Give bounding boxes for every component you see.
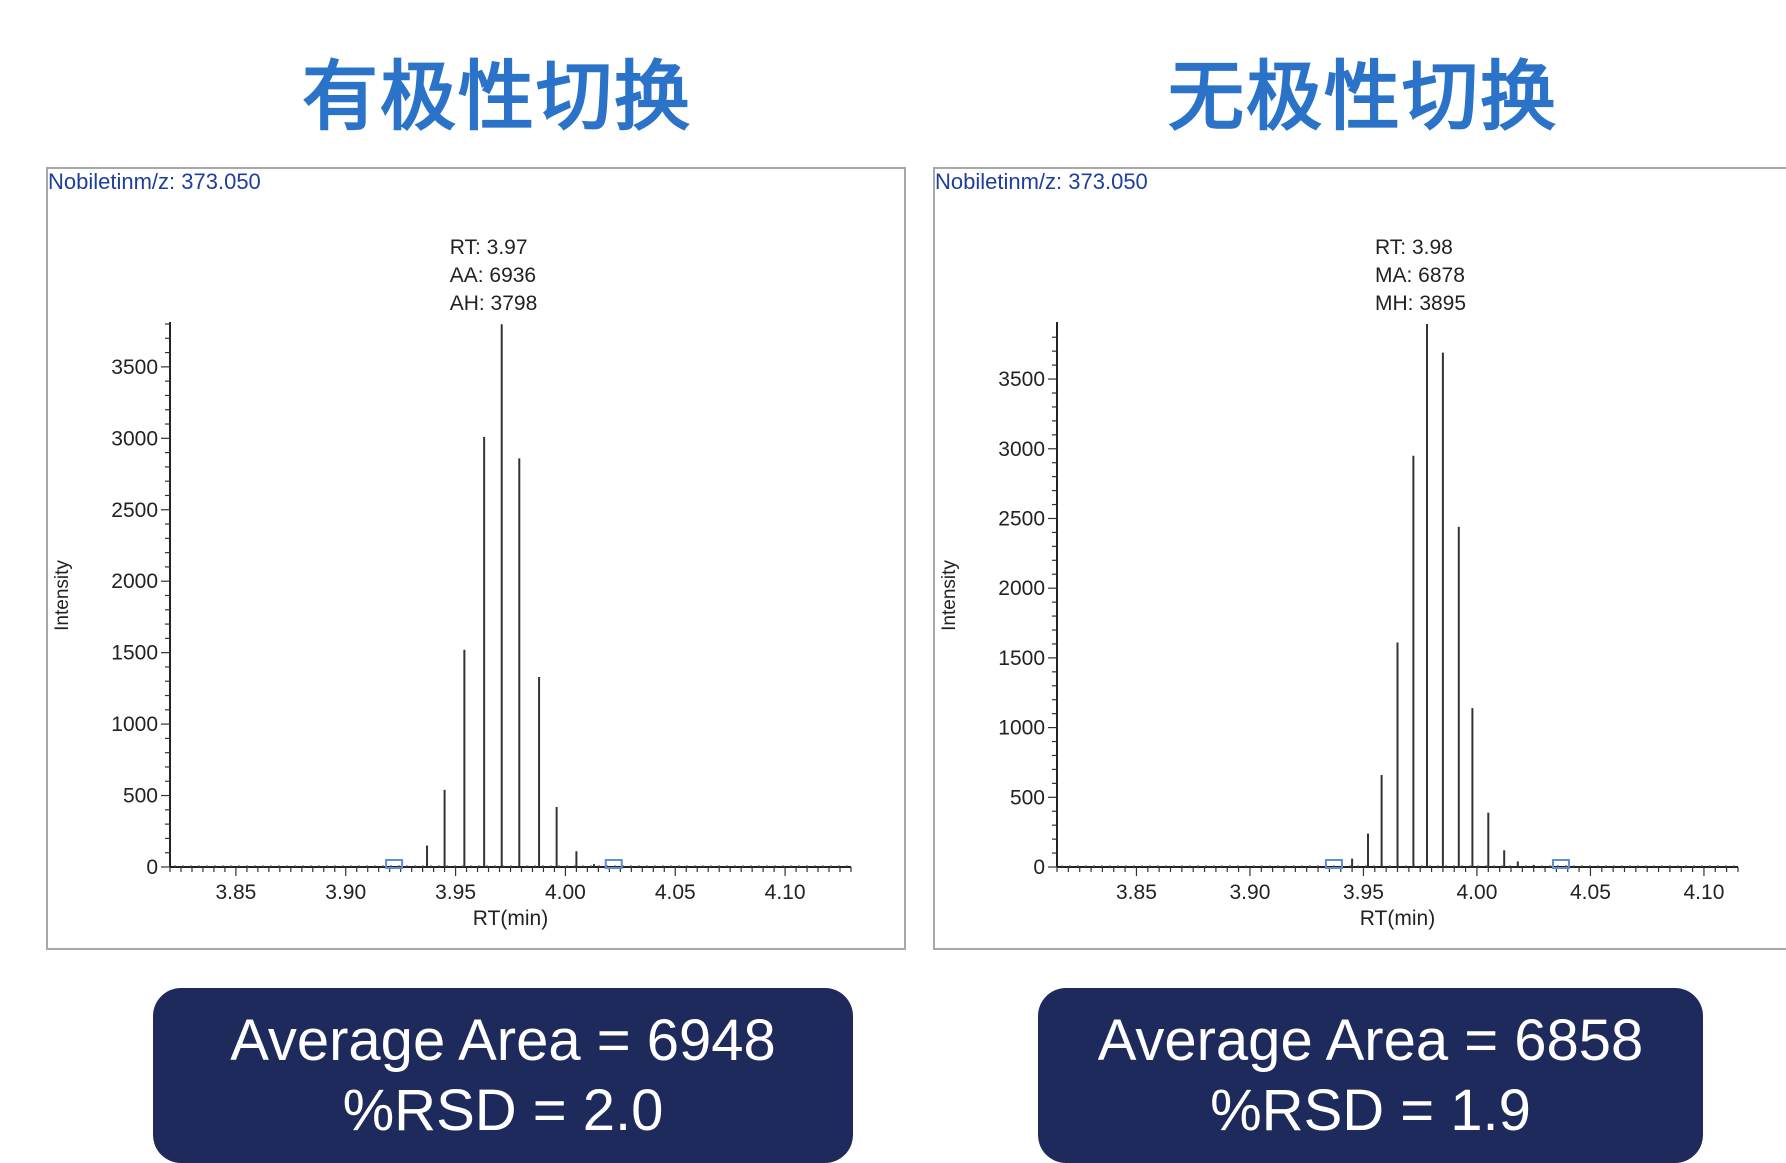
chart-title: Nobiletinm/z: 373.050	[48, 169, 261, 194]
y-tick-label: 1500	[111, 642, 158, 665]
y-tick-label: 3500	[111, 356, 158, 379]
summary-box-right: Average Area = 6858 %RSD = 1.9	[1038, 988, 1703, 1163]
x-axis-label: RT(min)	[473, 907, 548, 930]
y-tick-label: 1000	[998, 717, 1045, 740]
x-tick-label: 3.90	[325, 881, 366, 904]
y-tick-label: 3000	[998, 438, 1045, 461]
x-tick-label: 4.00	[1457, 881, 1498, 904]
rsd-text: %RSD = 2.0	[342, 1078, 664, 1143]
x-axis-label: RT(min)	[1360, 907, 1435, 930]
y-tick-label: 3000	[111, 427, 158, 450]
chart-left-svg: 0 500 1000 1500 2000 2500 3000 3500 3.85 3.90 3.95…	[52, 236, 852, 930]
peak-bound-marker	[1324, 859, 1343, 869]
y-tick-label: 3500	[998, 368, 1045, 391]
peak-bound-marker	[604, 859, 623, 869]
chart-right: 0 500 1000 1500 2000 2500 3000 3500 3.85 3.90 3.95…	[933, 167, 1786, 950]
y-axis-label: Intensity	[52, 560, 73, 631]
x-tick-label: 3.95	[1343, 881, 1384, 904]
panel-title-left: 有极性切换	[302, 52, 692, 141]
y-tick-label: 2500	[111, 499, 158, 522]
x-tick-label: 4.05	[1570, 881, 1611, 904]
chart-title: Nobiletinm/z: 373.050	[935, 169, 1148, 194]
y-tick-label: 0	[1033, 856, 1045, 879]
x-tick-label: 3.85	[215, 881, 256, 904]
chart-right-svg: 0 500 1000 1500 2000 2500 3000 3500 3.85 3.90 3.95…	[939, 236, 1739, 930]
x-tick-label: 4.10	[1684, 881, 1725, 904]
summary-box-left: Average Area = 6948 %RSD = 2.0	[153, 988, 853, 1163]
x-tick-label: 4.10	[765, 881, 806, 904]
peak-annotation: MH: 3895	[1375, 292, 1466, 315]
peak-annotation: RT: 3.98	[1375, 236, 1453, 259]
y-tick-label: 500	[1010, 786, 1045, 809]
average-area-text: Average Area = 6858	[1097, 1008, 1644, 1073]
x-tick-label: 3.95	[435, 881, 476, 904]
y-tick-label: 2500	[998, 507, 1045, 530]
peak-annotation: AH: 3798	[450, 292, 538, 315]
chart-left: 0 500 1000 1500 2000 2500 3000 3500 3.85 3.90 3.95…	[46, 167, 906, 950]
x-tick-label: 4.05	[655, 881, 696, 904]
y-tick-label: 0	[146, 856, 158, 879]
peak-annotation: AA: 6936	[450, 264, 536, 287]
peak-bound-marker	[385, 859, 404, 869]
y-tick-label: 1000	[111, 713, 158, 736]
x-tick-label: 3.90	[1230, 881, 1271, 904]
x-tick-label: 4.00	[545, 881, 586, 904]
y-tick-label: 1500	[998, 647, 1045, 670]
peak-annotation: MA: 6878	[1375, 264, 1465, 287]
average-area-text: Average Area = 6948	[230, 1008, 776, 1073]
y-axis-label: Intensity	[939, 560, 960, 631]
y-tick-label: 2000	[111, 570, 158, 593]
panel-title-right: 无极性切换	[1168, 52, 1558, 141]
x-tick-label: 3.85	[1116, 881, 1157, 904]
y-tick-label: 2000	[998, 577, 1045, 600]
peak-annotation: RT: 3.97	[450, 236, 528, 259]
peak-bound-marker	[1551, 859, 1570, 869]
y-tick-label: 500	[123, 785, 158, 808]
rsd-text: %RSD = 1.9	[1210, 1078, 1531, 1143]
